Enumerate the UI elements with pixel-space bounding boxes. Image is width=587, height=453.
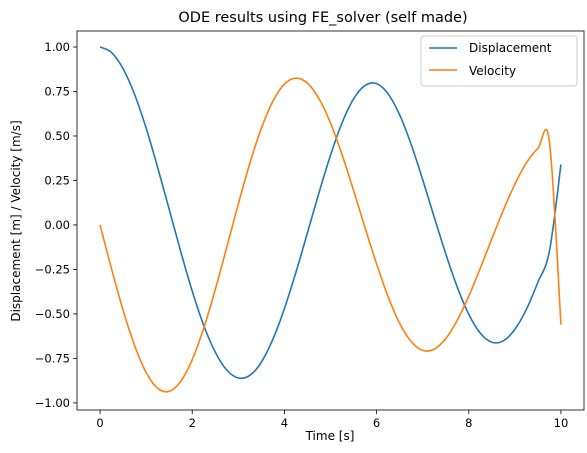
y-tick-label: 0.00 [44, 218, 70, 232]
y-tick-label: −0.50 [35, 307, 70, 321]
series-line-velocity [99, 77, 562, 393]
y-tick-label: −1.00 [35, 396, 70, 410]
x-tick-label: 0 [96, 416, 103, 430]
chart-title: ODE results using FE_solver (self made) [178, 10, 467, 26]
legend-label-velocity: Velocity [469, 64, 516, 78]
y-tick-label: −0.75 [35, 351, 70, 365]
x-tick-label: 8 [465, 416, 472, 430]
x-tick-label: 10 [554, 416, 569, 430]
x-tick-label: 2 [189, 416, 196, 430]
x-axis-label: Time [s] [305, 429, 355, 443]
y-axis-label: Displacement [m] / Velocity [m/s] [9, 120, 23, 321]
plot-area: 0 2 4 6 8 10 −1.00 −0.75 −0.50 −0.25 0.00 0.25 0.50 0… [35, 30, 585, 430]
series-line-displacement [99, 46, 562, 380]
y-tick-label: 0.25 [44, 173, 70, 187]
y-tick-label: 1.00 [44, 40, 70, 54]
y-tick-label: −0.25 [35, 262, 70, 276]
legend-label-displacement: Displacement [469, 41, 552, 55]
y-tick-label: 0.50 [44, 129, 70, 143]
y-tick-label: 0.75 [44, 84, 70, 98]
legend-frame [420, 35, 578, 87]
x-tick-label: 6 [373, 416, 380, 430]
legend: Displacement Velocity [420, 35, 578, 87]
x-tick-label: 4 [281, 416, 288, 430]
axes-frame [76, 30, 585, 411]
